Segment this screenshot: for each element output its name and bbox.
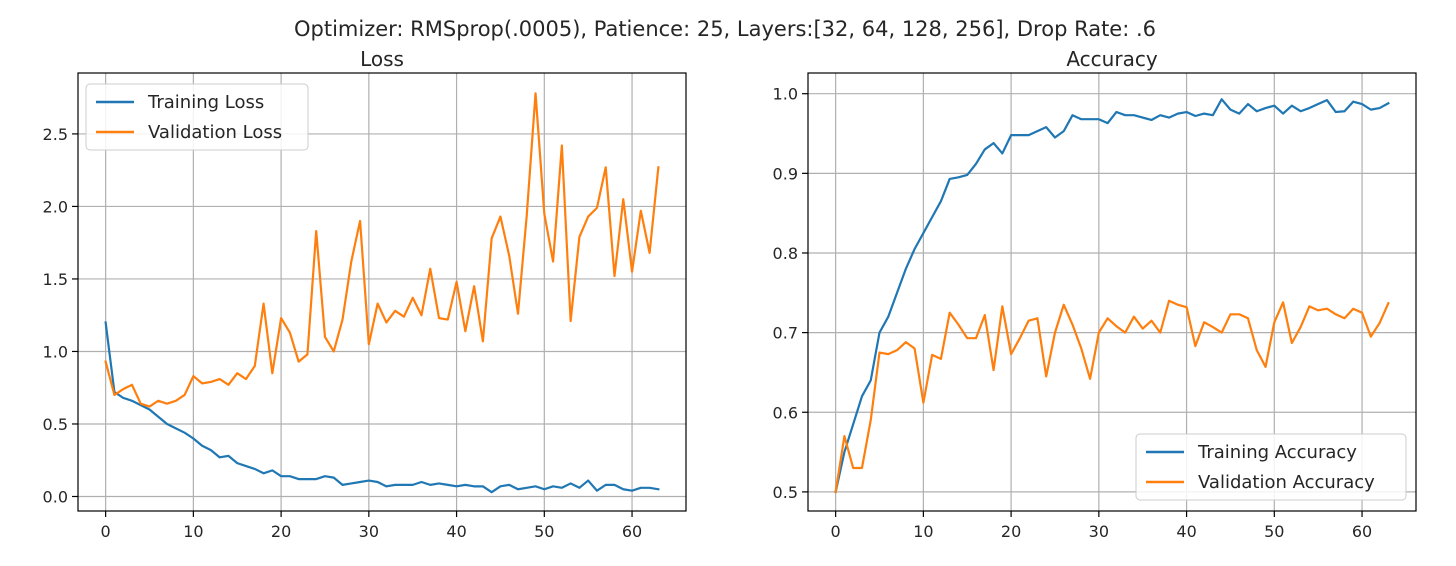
y-tick-label: 0.6 — [773, 403, 798, 422]
legend-frame — [85, 83, 309, 151]
accuracy-axes-frame — [807, 72, 1417, 512]
accuracy-chart: Accuracy 0 10 20 30 40 50 60 0.5 0.6 0.7 0.8 0.9 1.0 T… — [773, 47, 1417, 541]
loss-grid — [78, 73, 686, 511]
legend-label: Validation Loss — [148, 122, 282, 143]
x-tick-label: 10 — [183, 522, 203, 541]
y-tick-label: 2.0 — [43, 197, 68, 216]
y-tick-label: 0.0 — [43, 487, 68, 506]
x-tick-label: 60 — [1352, 522, 1372, 541]
x-tick-label: 50 — [534, 522, 554, 541]
loss-chart: Loss 0 10 20 30 40 50 60 0.0 0.5 1.0 1.5 2.0 2.5 Train… — [43, 47, 687, 541]
loss-series-validation-loss — [104, 92, 660, 408]
accuracy-series-training-accuracy — [834, 98, 1390, 494]
y-tick-label: 0.5 — [43, 415, 68, 434]
accuracy-series-validation-accuracy — [834, 299, 1390, 494]
loss-axes-frame — [77, 72, 687, 512]
x-tick-label: 30 — [359, 522, 379, 541]
y-tick-label: 0.7 — [773, 324, 798, 343]
accuracy-legend: Training Accuracy Validation Accuracy — [1135, 433, 1407, 501]
legend-label: Validation Accuracy — [1198, 472, 1375, 493]
y-tick-label: 1.0 — [43, 342, 68, 361]
x-tick-label: 0 — [831, 522, 841, 541]
legend-label: Training Accuracy — [1197, 442, 1357, 463]
loss-title: Loss — [360, 47, 404, 71]
y-tick-label: 1.0 — [773, 85, 798, 104]
accuracy-title: Accuracy — [1066, 47, 1157, 71]
legend-label: Training Loss — [147, 92, 264, 113]
x-tick-label: 40 — [446, 522, 466, 541]
figure-suptitle: Optimizer: RMSprop(.0005), Patience: 25,… — [294, 17, 1156, 41]
x-tick-label: 60 — [622, 522, 642, 541]
y-tick-label: 1.5 — [43, 270, 68, 289]
x-tick-label: 20 — [271, 522, 291, 541]
x-tick-label: 0 — [101, 522, 111, 541]
y-tick-label: 0.8 — [773, 244, 798, 263]
x-tick-label: 20 — [1001, 522, 1021, 541]
x-tick-label: 30 — [1089, 522, 1109, 541]
x-tick-label: 50 — [1264, 522, 1284, 541]
x-tick-label: 10 — [913, 522, 933, 541]
loss-series-training-loss — [104, 321, 660, 494]
x-tick-label: 40 — [1176, 522, 1196, 541]
loss-legend: Training Loss Validation Loss — [85, 83, 309, 151]
y-tick-label: 0.9 — [773, 164, 798, 183]
y-tick-label: 2.5 — [43, 125, 68, 144]
legend-frame — [1135, 433, 1407, 501]
y-tick-label: 0.5 — [773, 483, 798, 502]
